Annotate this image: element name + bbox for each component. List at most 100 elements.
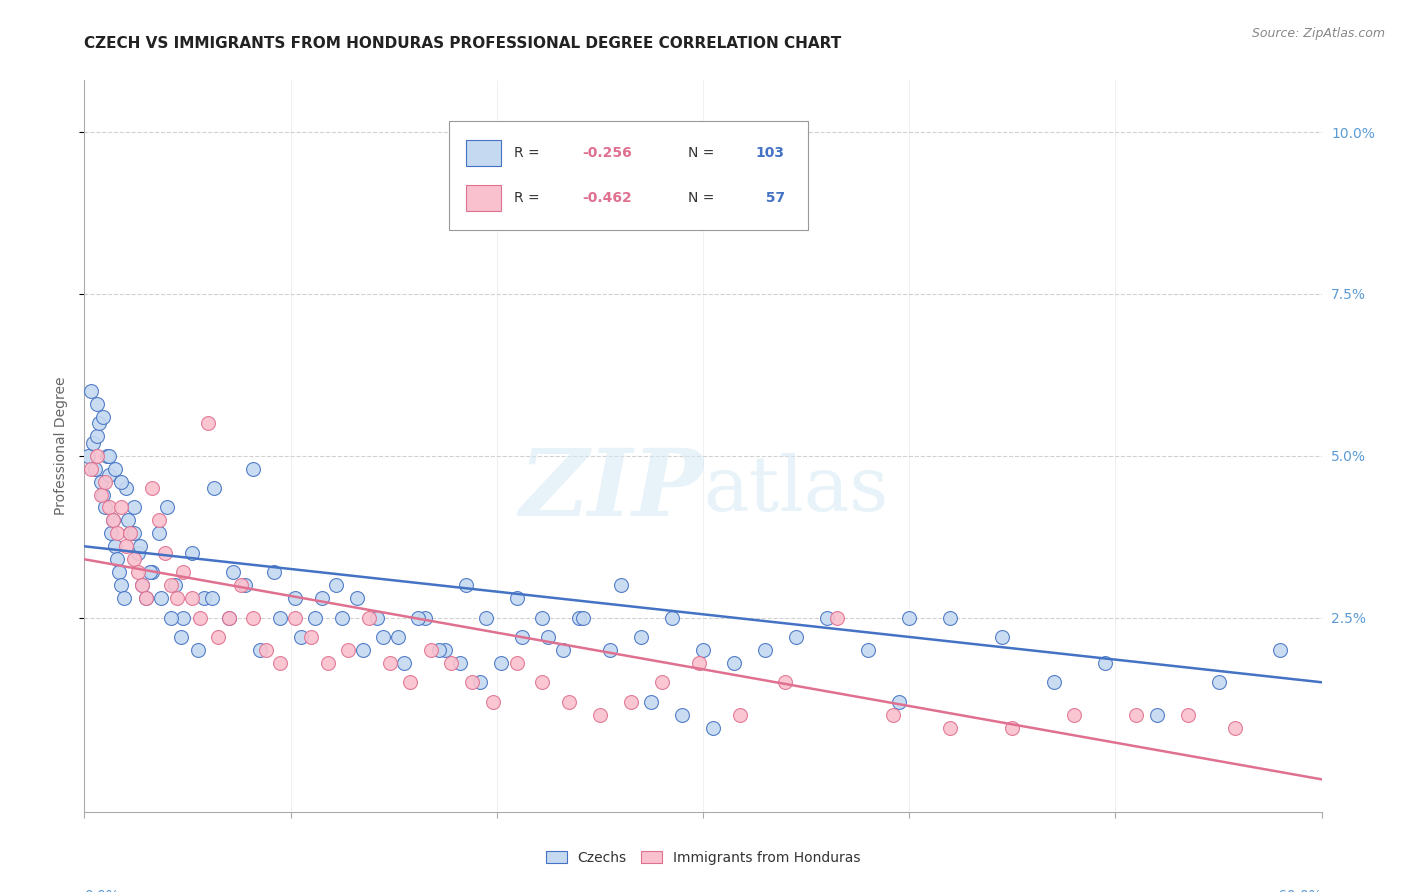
Point	[165, 578, 187, 592]
Text: 103: 103	[755, 145, 785, 160]
Point	[882, 707, 904, 722]
Point	[180, 591, 202, 606]
Point	[316, 656, 339, 670]
Point	[172, 566, 194, 580]
Text: atlas: atlas	[703, 453, 889, 527]
Point	[568, 610, 591, 624]
Point	[180, 546, 202, 560]
Point	[96, 449, 118, 463]
Point	[531, 675, 554, 690]
Point	[290, 630, 312, 644]
Point	[141, 566, 163, 580]
Point	[506, 656, 529, 670]
Point	[692, 643, 714, 657]
Point	[427, 643, 450, 657]
Point	[77, 449, 100, 463]
Point	[269, 656, 291, 670]
Text: N =: N =	[688, 191, 718, 205]
Point	[112, 591, 135, 606]
Point	[378, 656, 401, 670]
Point	[79, 461, 101, 475]
Text: -0.462: -0.462	[582, 191, 633, 205]
Point	[114, 481, 136, 495]
FancyBboxPatch shape	[450, 120, 808, 230]
Point	[269, 610, 291, 624]
Point	[98, 468, 121, 483]
Point	[156, 500, 179, 515]
Point	[688, 656, 710, 670]
FancyBboxPatch shape	[465, 140, 501, 166]
Point	[558, 695, 581, 709]
Point	[299, 630, 322, 644]
Point	[105, 526, 128, 541]
Point	[337, 643, 360, 657]
Point	[122, 526, 145, 541]
Text: CZECH VS IMMIGRANTS FROM HONDURAS PROFESSIONAL DEGREE CORRELATION CHART: CZECH VS IMMIGRANTS FROM HONDURAS PROFES…	[84, 36, 842, 51]
Point	[461, 675, 484, 690]
Point	[373, 630, 395, 644]
Point	[506, 591, 529, 606]
Point	[166, 591, 188, 606]
Point	[531, 610, 554, 624]
Point	[86, 449, 108, 463]
Point	[754, 643, 776, 657]
Point	[413, 610, 436, 624]
Text: 57: 57	[755, 191, 785, 205]
Point	[135, 591, 157, 606]
Point	[640, 695, 662, 709]
Point	[170, 630, 193, 644]
Text: N =: N =	[688, 145, 718, 160]
Point	[856, 643, 879, 657]
Point	[366, 610, 388, 624]
Point	[188, 610, 211, 624]
Point	[728, 707, 751, 722]
Point	[357, 610, 380, 624]
Point	[218, 610, 240, 624]
Point	[197, 417, 219, 431]
Text: ZIP: ZIP	[519, 445, 703, 535]
Point	[172, 610, 194, 624]
Point	[222, 566, 245, 580]
Point	[103, 513, 125, 527]
Point	[304, 610, 326, 624]
Point	[387, 630, 409, 644]
Point	[207, 630, 229, 644]
Point	[284, 591, 307, 606]
Point	[218, 610, 240, 624]
Point	[510, 630, 533, 644]
Point	[651, 675, 673, 690]
Text: 60.0%: 60.0%	[1278, 889, 1322, 892]
Point	[242, 610, 264, 624]
Point	[98, 500, 121, 515]
Point	[127, 566, 149, 580]
Point	[122, 552, 145, 566]
Point	[1270, 643, 1292, 657]
Point	[434, 643, 457, 657]
Point	[702, 721, 724, 735]
Point	[104, 539, 127, 553]
Point	[470, 675, 492, 690]
FancyBboxPatch shape	[465, 186, 501, 211]
Point	[122, 500, 145, 515]
Point	[229, 578, 252, 592]
Y-axis label: Professional Degree: Professional Degree	[53, 376, 67, 516]
Point	[263, 566, 285, 580]
Point	[887, 695, 910, 709]
Point	[825, 610, 848, 624]
Point	[118, 526, 141, 541]
Point	[599, 643, 621, 657]
Point	[392, 656, 415, 670]
Point	[94, 475, 117, 489]
Point	[233, 578, 256, 592]
Point	[346, 591, 368, 606]
Point	[939, 610, 962, 624]
Text: R =: R =	[515, 191, 544, 205]
Point	[1125, 707, 1147, 722]
Point	[939, 721, 962, 735]
Point	[110, 500, 132, 515]
Point	[242, 461, 264, 475]
Point	[399, 675, 422, 690]
Point	[775, 675, 797, 690]
Point	[187, 643, 209, 657]
Point	[311, 591, 333, 606]
